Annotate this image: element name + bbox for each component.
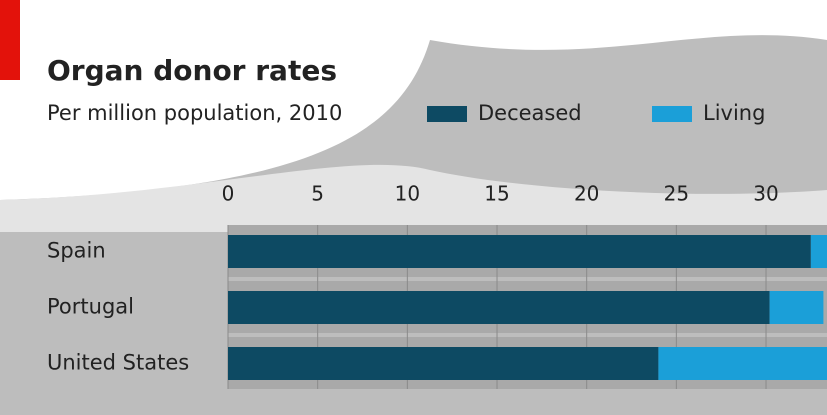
bar	[769, 291, 824, 324]
plot: 0 5 10 15 20 25 30 Deceased Living Spain Portugal U…	[47, 101, 827, 389]
y-tick-label: United States	[47, 351, 189, 375]
legend-label: Deceased	[478, 101, 582, 125]
bar	[228, 347, 659, 380]
brand-tag	[0, 0, 20, 80]
bar	[228, 235, 811, 268]
y-tick-label: Portugal	[47, 295, 134, 319]
chart-title: Organ donor rates	[47, 54, 337, 87]
chart-subtitle: Per million population, 2010	[47, 101, 342, 125]
x-tick-label: 20	[574, 182, 599, 206]
legend-swatch	[652, 106, 692, 122]
legend-swatch	[427, 106, 467, 122]
bar	[810, 235, 827, 268]
x-tick-label: 15	[484, 182, 509, 206]
x-tick-label: 5	[311, 182, 324, 206]
bar	[228, 291, 770, 324]
x-tick-label: 10	[395, 182, 420, 206]
x-tick-label: 30	[753, 182, 778, 206]
y-tick-label: Spain	[47, 239, 106, 263]
bar	[658, 347, 827, 380]
background-highlight	[0, 0, 827, 200]
x-tick-label: 25	[664, 182, 689, 206]
legend-label: Living	[703, 101, 765, 125]
background-band	[0, 164, 827, 232]
x-tick-label: 0	[222, 182, 235, 206]
